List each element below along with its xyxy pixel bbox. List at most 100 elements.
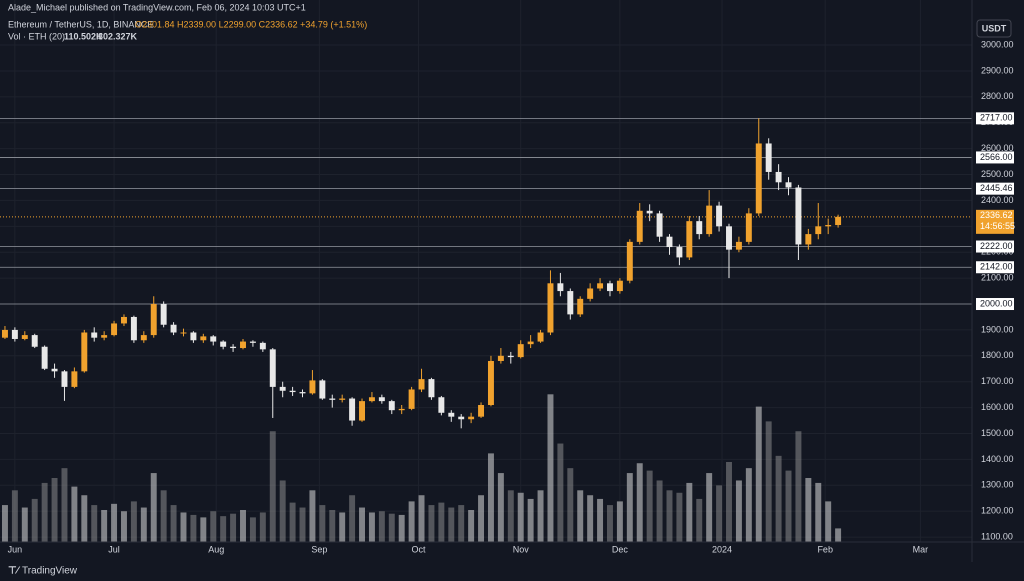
candle-body (458, 416, 465, 420)
volume-bar (557, 443, 564, 542)
volume-bar (815, 482, 822, 542)
volume-bar (755, 406, 762, 542)
candle-body (160, 304, 167, 325)
volume-bar (666, 490, 673, 542)
candle-body (547, 283, 554, 333)
y-tick-label: 2100.00 (981, 272, 1014, 282)
level-label: 2566.00 (980, 152, 1013, 162)
volume-bar (1, 505, 8, 542)
candle-body (81, 332, 88, 372)
volume-bar (150, 473, 157, 542)
x-tick-label: 2024 (712, 544, 732, 554)
candle-body (230, 346, 237, 349)
x-tick-label: Jun (8, 544, 23, 554)
volume-bar (31, 498, 38, 542)
candle-body (111, 323, 118, 336)
volume-bar (220, 516, 227, 542)
level-label-box (976, 261, 1014, 274)
candle-body (349, 398, 356, 421)
level-label: 2142.00 (980, 262, 1013, 272)
candle-body (607, 283, 613, 292)
candle-body (815, 226, 822, 235)
publisher: Alade_Michael published on TradingView.c… (8, 2, 306, 12)
candle-body (507, 355, 514, 358)
currency-box[interactable] (976, 19, 1012, 38)
candle-body (726, 226, 732, 250)
candle-body (61, 371, 68, 387)
candle-body (130, 316, 137, 341)
candle-body (487, 360, 494, 406)
volume-bar (656, 480, 663, 542)
candle-body (765, 143, 772, 172)
candle-body (180, 332, 187, 334)
volume-bar (160, 490, 167, 542)
candle-body (289, 390, 296, 393)
volume-bar (398, 514, 405, 542)
x-tick-label: Sep (311, 544, 327, 554)
volume-bar (686, 482, 693, 542)
candle-body (497, 355, 504, 361)
volume-bar (11, 490, 18, 542)
candle-body (557, 283, 564, 292)
candle-body (269, 349, 276, 387)
volume-bar (41, 482, 48, 542)
volume-bar (646, 470, 653, 542)
y-tick-label: 1200.00 (981, 506, 1014, 516)
volume-bar (468, 510, 475, 542)
volume-bar (795, 431, 802, 542)
candle-body (210, 336, 217, 342)
candle-body (597, 283, 604, 289)
y-tick-label: 1100.00 (981, 531, 1013, 541)
volume-bar (517, 492, 524, 542)
volume-title: Vol · ETH (20) (8, 31, 65, 41)
volume-bar (279, 480, 286, 542)
candle-body (577, 298, 584, 315)
volume-bar (210, 511, 217, 542)
candle-body (309, 380, 316, 394)
volume-bar (61, 468, 68, 542)
level-label-box (976, 151, 1014, 164)
candle-body (775, 171, 782, 183)
volume-bar (170, 505, 177, 542)
volume-bar (71, 486, 78, 542)
candle-body (428, 379, 435, 398)
volume-bar (696, 498, 703, 542)
candle-body (121, 316, 127, 324)
candle-body (378, 397, 385, 402)
candle-body (31, 335, 38, 347)
volume-bar (805, 478, 812, 542)
candle-body (438, 397, 445, 413)
volume-bar (636, 463, 643, 542)
level-label-box (976, 298, 1014, 311)
volume-bar (785, 470, 792, 542)
candle-body (676, 247, 683, 258)
x-tick-label: Mar (913, 544, 929, 554)
candle-body (71, 371, 78, 387)
candle-body (329, 398, 336, 400)
volume-bar (81, 495, 88, 542)
candle-body (170, 324, 177, 333)
volume-bar (735, 480, 742, 542)
volume-bar (448, 507, 455, 542)
candle-body (200, 336, 207, 341)
volume-value: 110.502K (64, 31, 103, 41)
level-label: 2717.00 (980, 113, 1013, 123)
volume-bar (180, 512, 187, 542)
x-tick-label: Oct (412, 544, 427, 554)
currency[interactable]: USDT (982, 23, 1007, 33)
volume-bar (616, 501, 623, 542)
volume-bar (101, 510, 108, 542)
candle-body (735, 241, 742, 250)
candle-body (527, 341, 534, 345)
volume-bar (428, 505, 435, 542)
volume-bar (607, 505, 613, 542)
level-label: 2000.00 (980, 298, 1013, 308)
volume-bar (309, 490, 316, 542)
candle-body (259, 342, 266, 350)
x-tick-label: Nov (513, 544, 530, 554)
candle-body (686, 221, 693, 258)
y-tick-label: 1500.00 (981, 428, 1014, 438)
candle-body (101, 335, 108, 338)
candle-body (587, 288, 594, 299)
